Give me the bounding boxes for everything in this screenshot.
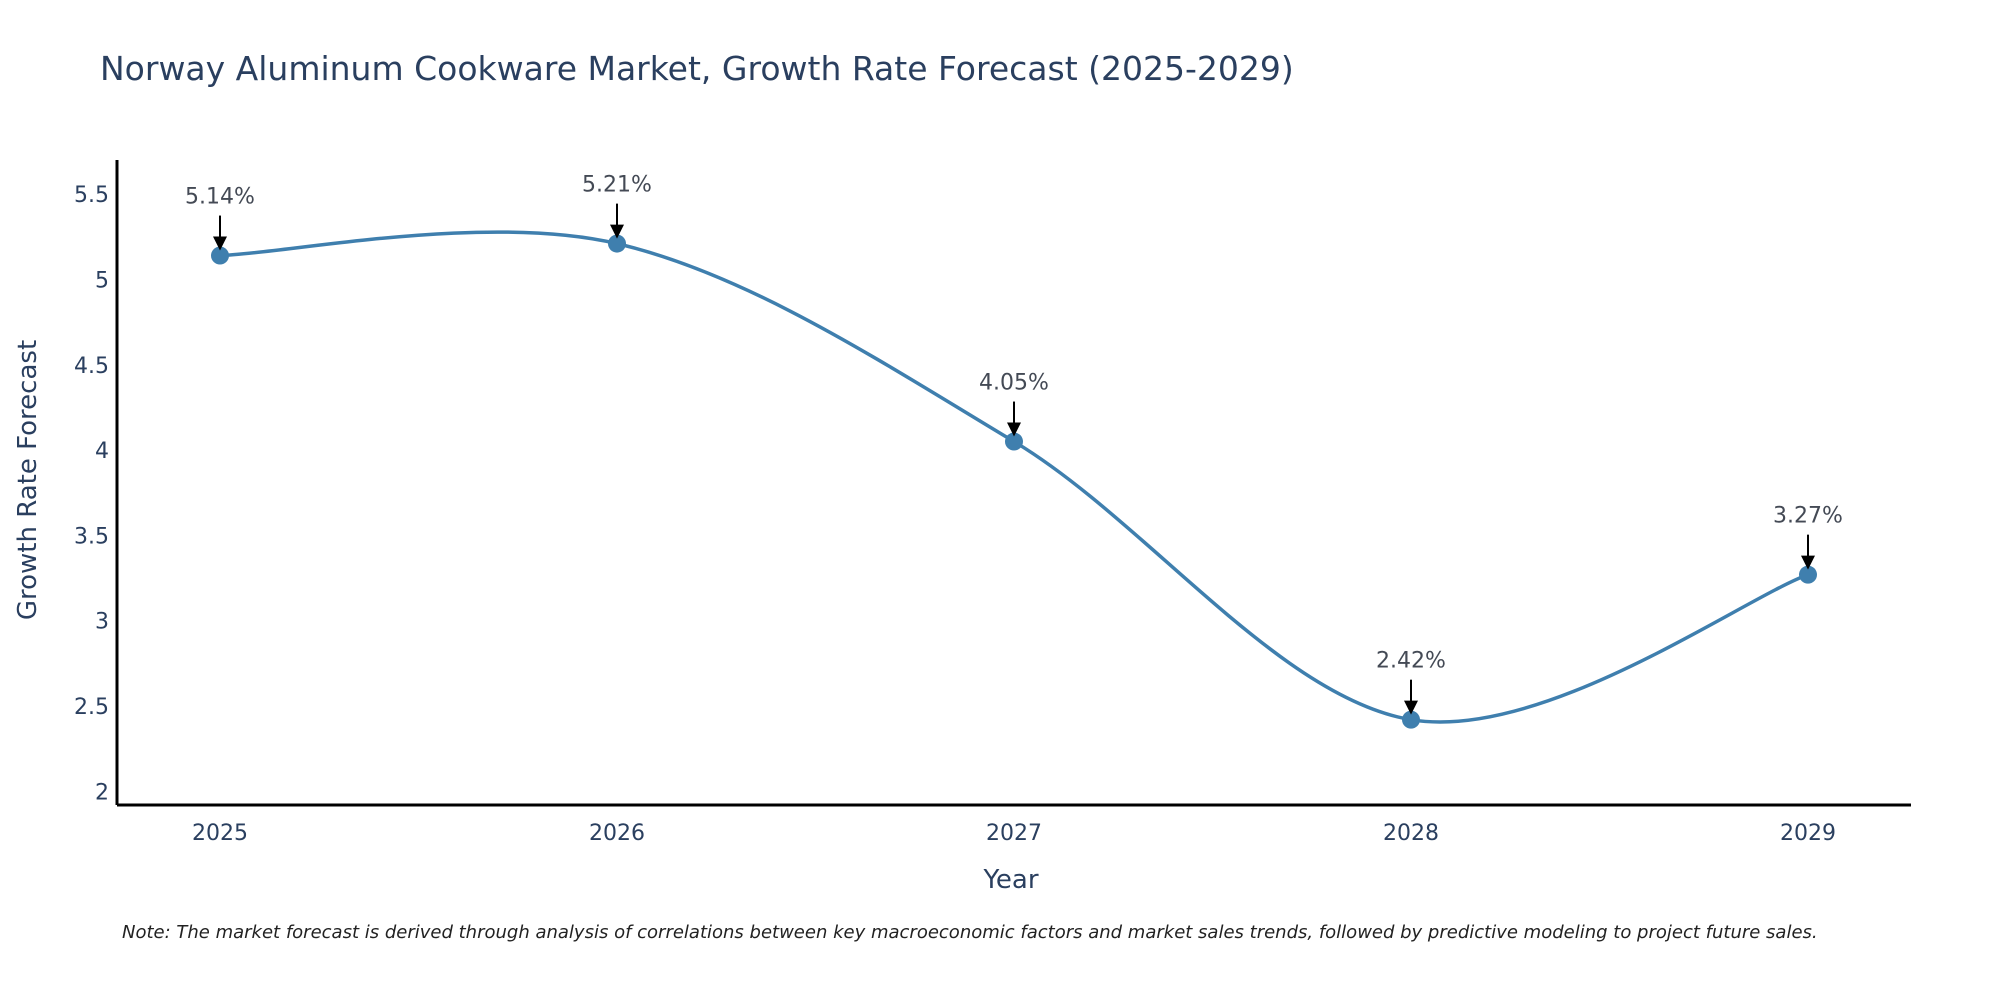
y-tick-label: 2 [95,780,109,805]
annotation-arrow-head [1801,555,1815,570]
data-points [211,234,1817,729]
data-point [1402,710,1420,729]
data-point [1005,432,1023,451]
y-tick-label: 4 [95,439,109,464]
data-point [1799,565,1817,584]
data-label: 5.21% [582,173,652,198]
annotation-arrow-head [213,236,227,251]
x-tick-label: 2026 [589,821,645,846]
series-line [219,230,1809,724]
data-label: 3.27% [1773,504,1843,529]
y-tick-label: 3 [95,610,109,635]
x-tick-label: 2027 [986,821,1042,846]
x-axis-title: Year [982,865,1038,895]
y-tick-label: 2.5 [74,695,109,720]
y-tick-label: 5.5 [74,183,109,208]
y-tick-label: 5 [95,268,109,293]
x-tick-label: 2028 [1383,821,1439,846]
data-point [211,246,229,265]
annotation-arrow-head [610,224,624,239]
y-tick-label: 4.5 [74,354,109,379]
y-axis-ticks: 2 2.5 3 3.5 4 4.5 5 5.5 [74,183,109,805]
data-label: 4.05% [979,371,1049,396]
data-label: 5.14% [185,185,255,210]
y-axis-title: Growth Rate Forecast [13,340,43,620]
x-tick-label: 2029 [1780,821,1836,846]
data-point [608,234,626,253]
y-tick-label: 3.5 [74,524,109,549]
data-label: 2.42% [1376,649,1446,674]
chart-title: Norway Aluminum Cookware Market, Growth … [100,49,1294,88]
data-label-annotations: 5.14% 5.21% 4.05% 2.42% 3.27% [185,173,1843,715]
x-tick-label: 2025 [192,821,248,846]
chart-note: Note: The market forecast is derived thr… [122,922,1818,943]
x-axis-ticks: 2025 2026 2027 2028 2029 [192,821,1836,846]
annotation-arrow-head [1404,700,1418,715]
annotation-arrow-head [1007,422,1021,437]
